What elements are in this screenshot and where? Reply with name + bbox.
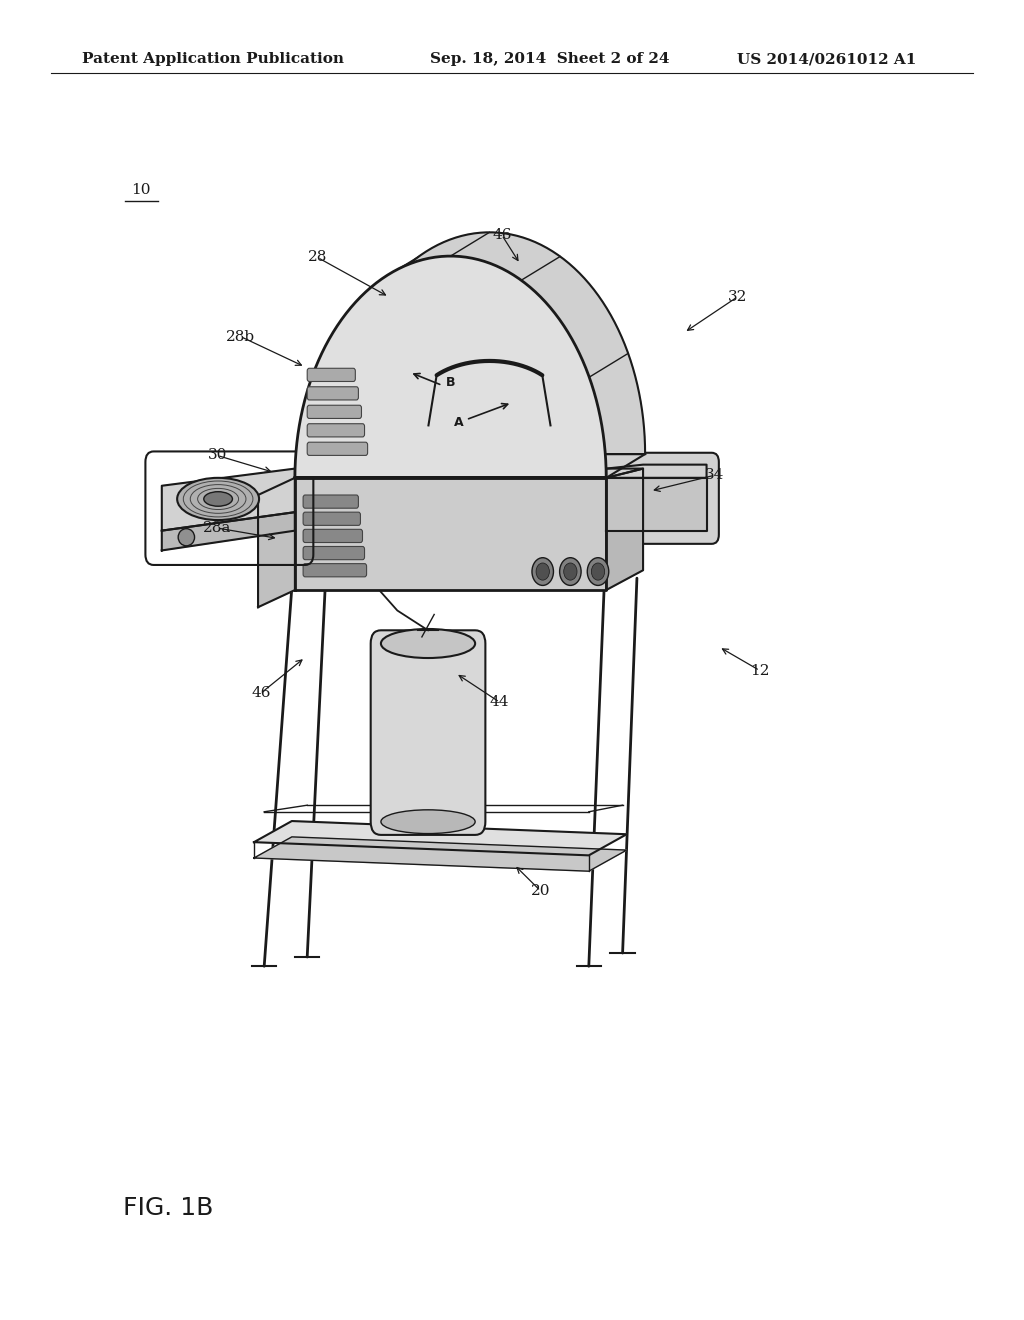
Text: Patent Application Publication: Patent Application Publication [82,53,344,66]
Polygon shape [295,451,334,478]
Ellipse shape [564,562,578,581]
Text: 32: 32 [728,290,746,304]
Ellipse shape [381,809,475,834]
Text: 46: 46 [492,228,512,242]
Text: 28a: 28a [203,521,231,535]
Polygon shape [295,478,606,590]
Text: 46: 46 [251,686,271,700]
FancyBboxPatch shape [307,387,358,400]
Polygon shape [254,837,627,871]
Polygon shape [606,465,707,478]
Ellipse shape [592,562,604,581]
Polygon shape [162,512,295,550]
FancyBboxPatch shape [307,368,355,381]
Text: 44: 44 [489,696,510,709]
Ellipse shape [178,528,195,546]
FancyBboxPatch shape [597,453,719,544]
Text: B: B [445,376,456,389]
Ellipse shape [204,491,232,507]
FancyBboxPatch shape [303,564,367,577]
Polygon shape [254,821,627,855]
Text: 12: 12 [750,664,770,677]
Text: 34: 34 [706,469,724,482]
FancyBboxPatch shape [307,442,368,455]
Text: 20: 20 [530,884,551,898]
Ellipse shape [537,562,549,581]
Polygon shape [258,478,295,607]
Text: A: A [454,416,464,429]
FancyBboxPatch shape [307,424,365,437]
Text: FIG. 1B: FIG. 1B [123,1196,213,1220]
Text: Sep. 18, 2014  Sheet 2 of 24: Sep. 18, 2014 Sheet 2 of 24 [430,53,670,66]
Polygon shape [295,256,606,478]
Text: 28: 28 [308,251,327,264]
FancyBboxPatch shape [303,495,358,508]
Polygon shape [606,478,707,531]
FancyBboxPatch shape [303,546,365,560]
Polygon shape [295,469,643,478]
Ellipse shape [381,630,475,659]
Ellipse shape [559,557,582,586]
Text: US 2014/0261012 A1: US 2014/0261012 A1 [737,53,916,66]
FancyBboxPatch shape [303,529,362,543]
FancyBboxPatch shape [303,512,360,525]
Polygon shape [606,469,643,590]
Text: 30: 30 [208,449,226,462]
FancyBboxPatch shape [307,405,361,418]
FancyBboxPatch shape [371,631,485,836]
Text: 10: 10 [131,183,152,197]
Ellipse shape [588,557,608,586]
Text: 28b: 28b [226,330,255,343]
Ellipse shape [177,478,259,520]
Ellipse shape [532,557,553,586]
Polygon shape [162,469,295,531]
Polygon shape [334,232,645,454]
